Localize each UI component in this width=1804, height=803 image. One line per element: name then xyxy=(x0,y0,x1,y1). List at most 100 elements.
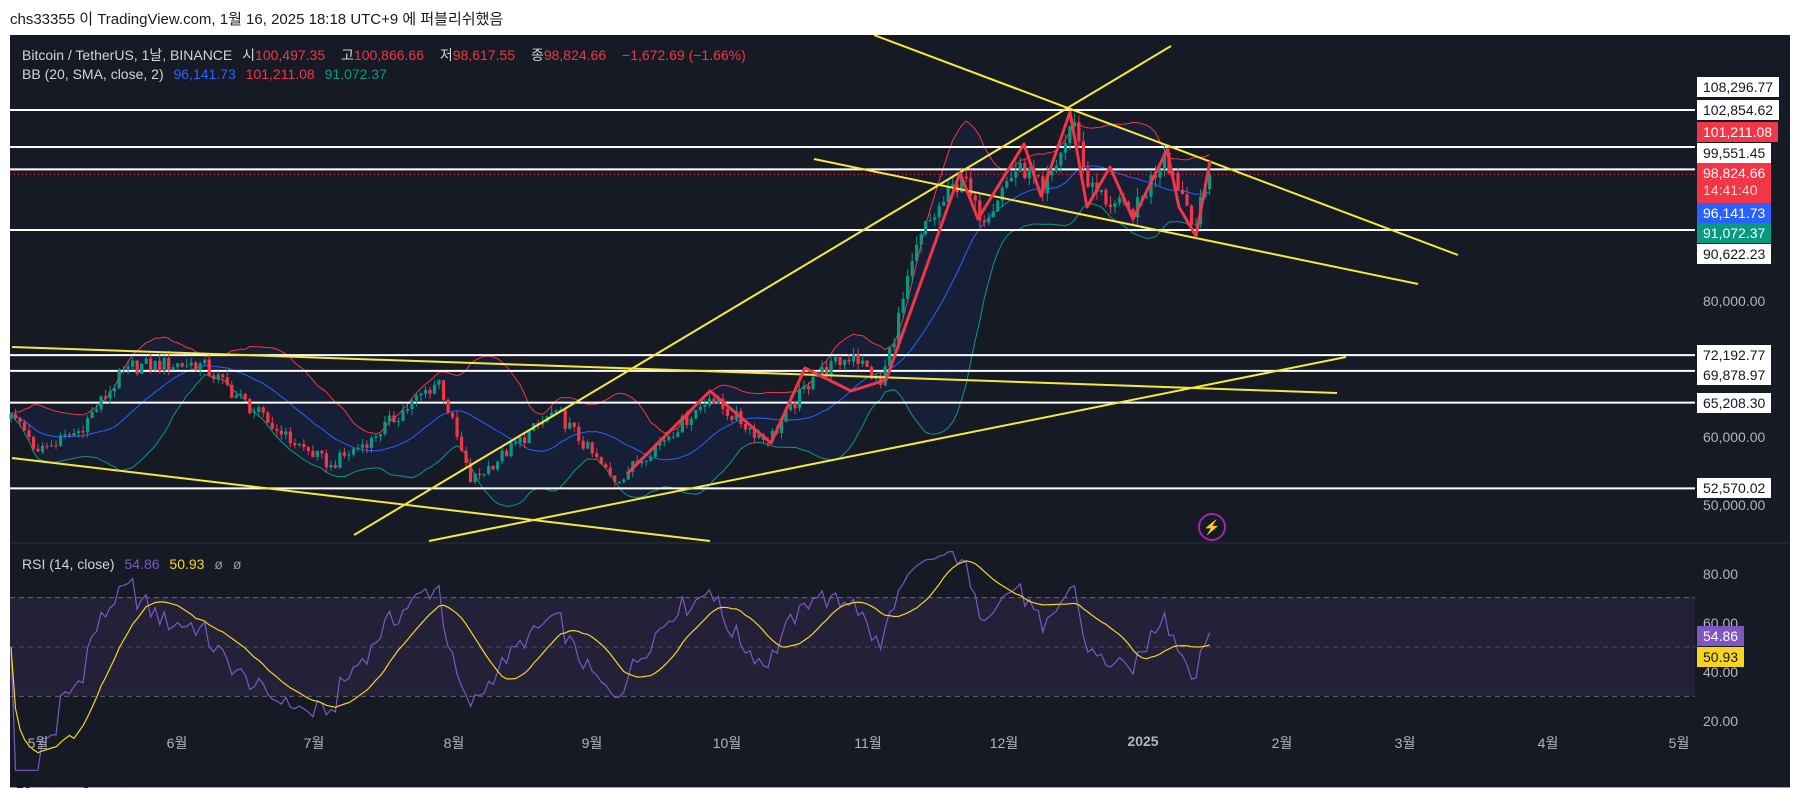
candle-body xyxy=(613,475,617,483)
candle-body xyxy=(126,366,130,370)
candle-body xyxy=(1117,197,1122,204)
time-axis-label: 7월 xyxy=(303,735,325,751)
candle-body xyxy=(1158,169,1162,178)
candle-body xyxy=(1018,162,1022,172)
candle-body xyxy=(351,448,356,455)
candle-body xyxy=(1027,167,1031,179)
candle-body xyxy=(1068,126,1072,143)
candle-body xyxy=(725,409,730,416)
candle-body xyxy=(595,453,599,457)
bb-legend[interactable]: BB (20, SMA, close, 2) 96,141.73 101,211… xyxy=(22,66,393,82)
candle-body xyxy=(590,442,594,454)
candle-body xyxy=(784,409,788,422)
candle-body xyxy=(293,443,297,446)
candle-body xyxy=(671,436,675,438)
open-label: 시 xyxy=(242,47,256,63)
candle-body xyxy=(1059,152,1063,166)
candle-body xyxy=(883,366,887,385)
candle-body xyxy=(185,365,189,367)
candle-body xyxy=(928,219,932,222)
candle-body xyxy=(572,422,576,427)
candle-body xyxy=(748,427,752,430)
symbol-name[interactable]: Bitcoin / TetherUS, 1날, BINANCE xyxy=(22,47,233,63)
candle-body xyxy=(203,359,207,364)
candle-body xyxy=(829,361,833,376)
candle-body xyxy=(9,414,13,419)
candle-body xyxy=(1050,171,1054,176)
candle-body xyxy=(942,201,946,206)
candle-body xyxy=(225,377,229,385)
candle-body xyxy=(865,360,869,367)
candle-body xyxy=(27,430,31,438)
candle-body xyxy=(1005,181,1009,188)
candle-body xyxy=(1131,209,1135,218)
candle-body xyxy=(626,471,630,480)
candle-body xyxy=(414,395,419,401)
candle-body xyxy=(550,412,554,417)
rsi-tick: 40.00 xyxy=(1703,664,1739,680)
candle-body xyxy=(685,415,689,425)
candle-body xyxy=(311,451,315,457)
time-axis-label: 2025 xyxy=(1127,733,1159,749)
candle-body xyxy=(288,431,292,444)
candle-body xyxy=(482,473,486,476)
candle-body xyxy=(94,409,99,412)
lightning-icon[interactable]: ⚡ xyxy=(1198,513,1226,541)
bar-countdown: 14:41:40 xyxy=(1703,182,1758,198)
candle-body xyxy=(189,362,193,366)
candle-body xyxy=(676,432,680,437)
candle-body xyxy=(788,402,793,410)
candle-body xyxy=(820,366,824,376)
candle-body xyxy=(946,186,950,202)
candle-body xyxy=(216,374,220,380)
candle-body xyxy=(969,178,973,196)
rsi-label: 54.86 xyxy=(1697,626,1745,646)
candle-body xyxy=(230,384,234,398)
candle-body xyxy=(1176,172,1180,190)
candle-body xyxy=(423,389,428,394)
candle-body xyxy=(113,388,117,392)
candle-body xyxy=(1185,194,1189,206)
candle-body xyxy=(338,452,342,468)
candle-body xyxy=(505,450,509,457)
candle-body xyxy=(815,375,820,377)
time-axis-label: 9월 xyxy=(581,735,603,751)
brand-name[interactable]: TradingView xyxy=(40,772,123,789)
candle-body xyxy=(153,360,157,371)
level-label: 102,854.62 xyxy=(1697,100,1780,120)
candle-body xyxy=(1045,175,1049,194)
candle-body xyxy=(1162,152,1167,170)
candle-body xyxy=(103,396,108,399)
candle-body xyxy=(964,176,968,179)
rsi-tick: 20.00 xyxy=(1703,713,1739,729)
candle-body xyxy=(90,411,94,419)
rsi-legend[interactable]: RSI (14, close) 54.86 50.93 ø ø xyxy=(22,556,247,572)
candle-body xyxy=(577,426,581,441)
candle-body xyxy=(342,452,347,456)
candle-body xyxy=(1072,122,1076,127)
change-value: −1,672.69 (−1.66%) xyxy=(622,47,746,63)
rsi-value: 54.86 xyxy=(124,556,160,572)
candle-body xyxy=(1180,189,1185,195)
chart-panel[interactable] xyxy=(10,35,1790,788)
candle-body xyxy=(158,360,162,371)
candle-body xyxy=(432,384,437,394)
candle-body xyxy=(982,220,986,223)
candle-body xyxy=(198,363,202,370)
candle-body xyxy=(500,450,504,462)
candle-body xyxy=(167,358,171,371)
rsi-tick: 80.00 xyxy=(1703,566,1739,582)
candle-body xyxy=(1036,175,1040,177)
candle-body xyxy=(45,445,49,447)
candle-body xyxy=(1099,189,1104,192)
candle-body xyxy=(369,437,374,448)
candle-body xyxy=(1207,174,1212,190)
candle-body xyxy=(644,460,648,462)
price-tick: 80,000.00 xyxy=(1703,293,1766,309)
candle-body xyxy=(514,442,518,444)
bb-fill xyxy=(11,121,1210,507)
candle-body xyxy=(707,398,711,405)
candle-body xyxy=(248,399,252,414)
candle-body xyxy=(140,363,144,374)
